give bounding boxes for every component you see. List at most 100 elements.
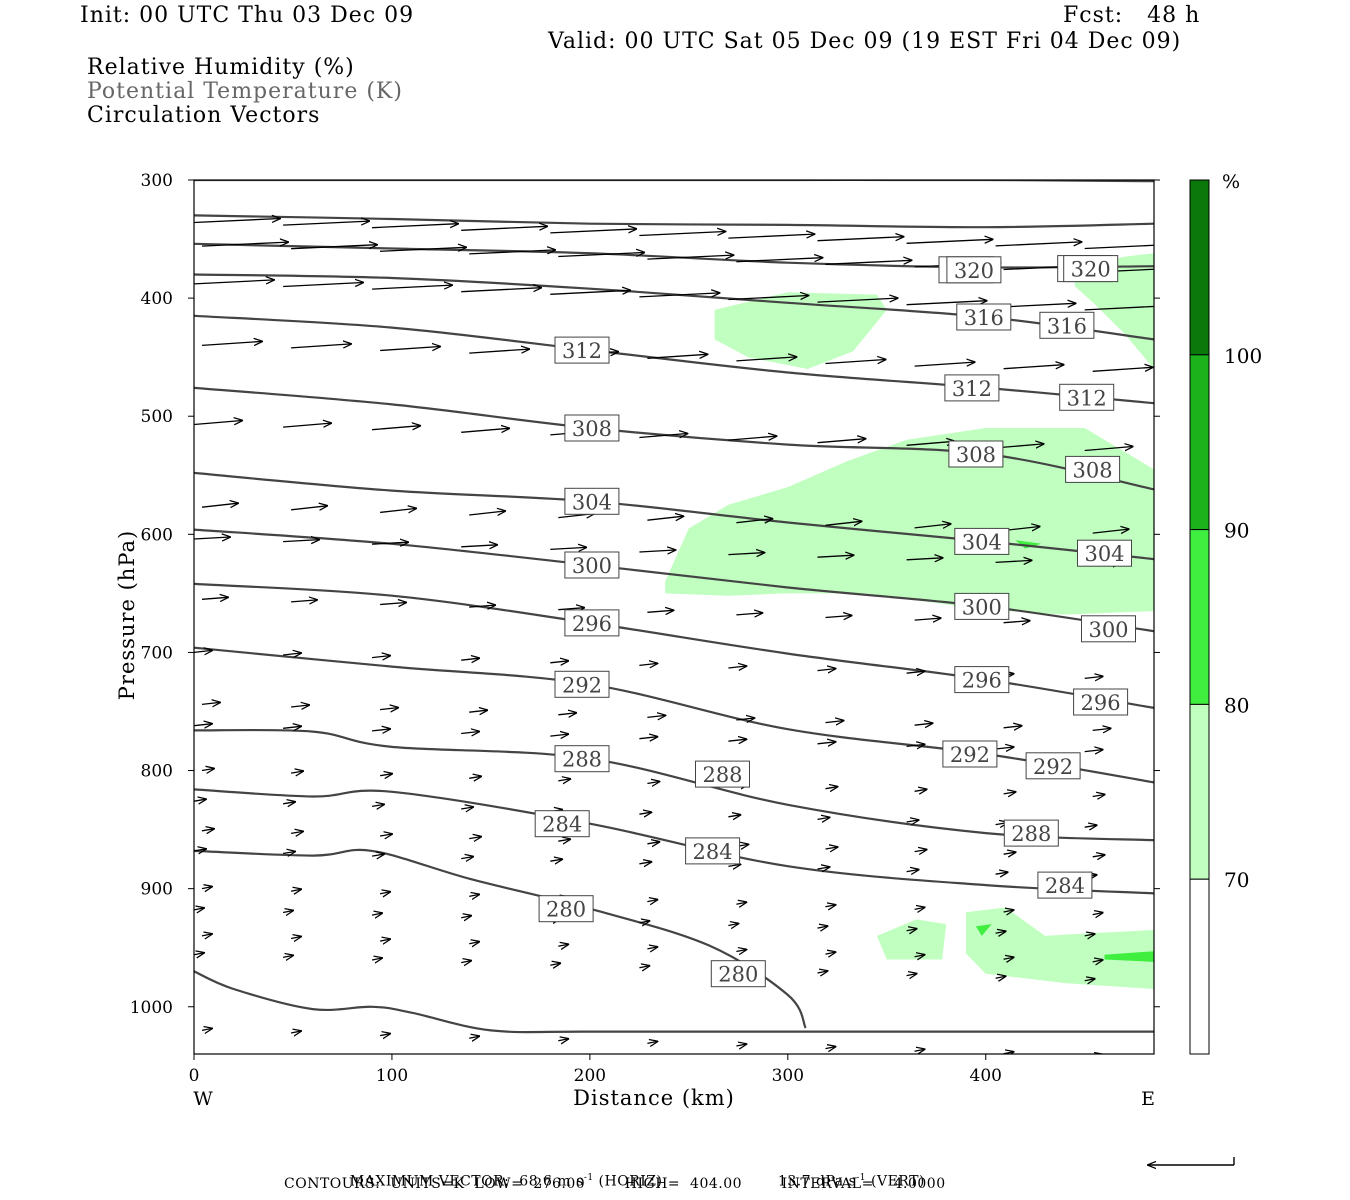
circulation-vector — [1092, 795, 1105, 797]
circulation-vector — [647, 516, 683, 520]
contour-label-text: 284 — [1045, 874, 1085, 898]
colorbar-segment — [1189, 179, 1210, 356]
circulation-vector — [914, 955, 925, 957]
circulation-vector — [639, 232, 725, 237]
circulation-vector — [906, 671, 925, 673]
circulation-vector — [558, 608, 584, 610]
contour-label-text: 300 — [572, 554, 612, 578]
contour-label-text: 308 — [956, 443, 996, 467]
circulation-vector — [647, 900, 657, 902]
circulation-vector — [201, 1028, 212, 1030]
circulation-vector — [550, 734, 568, 736]
colorbar-level-label: 90 — [1224, 519, 1249, 543]
circulation-vector — [639, 812, 651, 814]
circulation-vector — [906, 974, 917, 976]
contour-label-284: 284 — [1037, 871, 1093, 899]
circulation-vector — [194, 280, 274, 285]
circulation-vector — [825, 360, 886, 364]
contour-label-304: 304 — [954, 527, 1010, 555]
rh-region-80 — [1015, 540, 1042, 549]
circulation-vector — [291, 245, 377, 250]
contour-label-box — [1025, 752, 1081, 780]
y-tick-label: 300 — [141, 171, 173, 191]
footer-vert-unit: (VERT) — [866, 1173, 925, 1190]
circulation-vector — [647, 1041, 657, 1043]
x-tick-label: 0 — [189, 1066, 200, 1086]
contour-label-text: 304 — [962, 530, 1002, 554]
circulation-vector — [817, 669, 836, 671]
y-axis-label: Pressure (hPa) — [115, 530, 139, 700]
contour-label-300: 300 — [564, 551, 620, 579]
circulation-vector — [550, 229, 636, 234]
plot-frame — [193, 179, 1155, 1055]
circulation-vector — [379, 834, 392, 836]
colorbar-segment — [1189, 703, 1210, 880]
contour-label-text: 300 — [962, 595, 1002, 619]
circulation-vector — [825, 847, 838, 849]
theta-contour-276 — [194, 970, 1154, 1034]
contour-label-text: 304 — [1084, 542, 1124, 566]
circulation-vector — [372, 285, 452, 290]
contour-label-320: 320 — [946, 256, 1002, 284]
circulation-vector — [1093, 1054, 1103, 1056]
circulation-vector — [194, 650, 212, 652]
circulation-vector — [1092, 960, 1103, 962]
x-tick-label: 300 — [772, 1066, 804, 1086]
circulation-vector — [371, 958, 382, 960]
circulation-vector — [469, 1036, 479, 1038]
contour-label-304: 304 — [564, 487, 620, 515]
circulation-vector — [282, 955, 293, 957]
circulation-vector — [550, 290, 630, 295]
circulation-vector — [1003, 527, 1040, 531]
circulation-vector — [1092, 913, 1103, 915]
circulation-vector — [461, 658, 479, 660]
circulation-vector — [825, 952, 836, 954]
contour-label-280: 280 — [710, 960, 766, 988]
rh-region-70 — [876, 919, 947, 960]
circulation-vector — [647, 715, 665, 717]
circulation-vector — [906, 744, 925, 746]
circulation-vector — [817, 237, 904, 242]
colorbar-level-label: 70 — [1224, 868, 1249, 892]
contour-label-text: 296 — [962, 669, 1002, 693]
circulation-vector — [372, 224, 458, 229]
circulation-vector — [290, 937, 301, 939]
theta-contour-292 — [194, 646, 1154, 784]
circulation-vector — [728, 553, 764, 555]
circulation-vector — [461, 857, 473, 859]
circulation-vector — [380, 508, 416, 512]
x-axis-label: Distance (km) — [573, 1086, 735, 1110]
circulation-vector — [469, 942, 479, 944]
circulation-vector — [995, 560, 1032, 562]
circulation-vector — [647, 782, 659, 784]
footer-contours: CONTOURS: UNITS=K LOW= 276.00 HIGH= 404.… — [284, 1176, 946, 1192]
contour-label-308: 308 — [564, 414, 620, 442]
footer-vert-exp: -1 — [856, 1173, 867, 1183]
rh-region-70 — [714, 292, 887, 369]
contour-label-300: 300 — [954, 592, 1010, 620]
contour-label-text: 292 — [562, 673, 602, 697]
contour-label-box — [1077, 539, 1132, 567]
circulation-vector — [291, 506, 327, 510]
circulation-vector — [1003, 621, 1030, 623]
contour-label-box — [954, 592, 1010, 620]
circulation-vector — [201, 242, 288, 247]
circulation-vector — [995, 931, 1006, 933]
circulation-vector — [1084, 676, 1103, 678]
contour-label-box — [1081, 615, 1136, 643]
circulation-vector — [371, 854, 384, 856]
circulation-vector — [201, 887, 212, 889]
circulation-vector — [825, 905, 836, 907]
circulation-vector — [728, 234, 814, 239]
contour-label-text: 292 — [950, 743, 990, 767]
circulation-vector — [461, 916, 471, 918]
circulation-vector — [469, 250, 555, 255]
circulation-vector — [461, 545, 497, 547]
circulation-vector — [817, 867, 830, 869]
circulation-vector — [291, 705, 309, 707]
circulation-vector — [371, 913, 382, 915]
contour-label-text: 308 — [572, 417, 612, 441]
contour-label-text: 300 — [1088, 618, 1128, 642]
contour-label-box — [554, 745, 610, 773]
